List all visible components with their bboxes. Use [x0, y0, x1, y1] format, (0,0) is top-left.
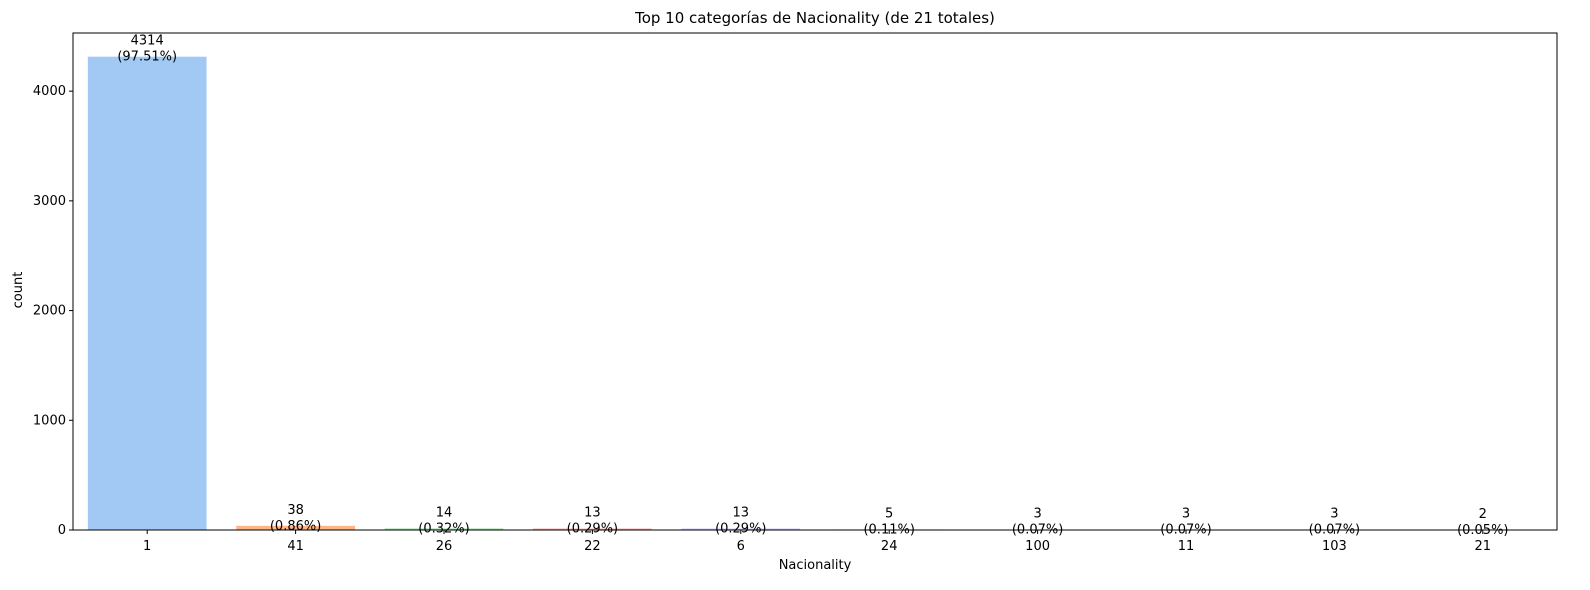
x-tick-label-24: 24	[881, 539, 898, 554]
x-tick-label-21: 21	[1475, 539, 1492, 554]
x-tick-label-103: 103	[1322, 539, 1347, 554]
data-label-value-21: 2	[1479, 507, 1487, 522]
data-label-percent-1: (97.51%)	[117, 50, 177, 65]
bars-group	[87, 56, 1543, 531]
data-label-value-41: 38	[287, 503, 304, 518]
chart-title: Top 10 categorías de Nacionality (de 21 …	[634, 9, 995, 27]
x-tick-label-41: 41	[287, 539, 304, 554]
data-label-percent-26: (0.32%)	[418, 521, 469, 536]
data-label-percent-6: (0.29%)	[715, 522, 766, 537]
plot-frame	[72, 32, 1558, 531]
bar-6	[681, 528, 801, 530]
data-label-value-24: 5	[885, 506, 893, 521]
bar-41	[236, 525, 355, 530]
x-tick-label-100: 100	[1025, 539, 1050, 554]
data-label-value-103: 3	[1330, 507, 1338, 522]
data-labels-group: 4314(97.51%)38(0.86%)14(0.32%)13(0.29%)1…	[117, 34, 1508, 538]
x-tick-label-1: 1	[143, 539, 151, 554]
x-tick-label-11: 11	[1178, 539, 1195, 554]
data-label-percent-22: (0.29%)	[567, 522, 618, 537]
y-tick-label-3000: 3000	[33, 194, 66, 209]
data-label-value-6: 13	[733, 506, 750, 521]
data-label-value-1: 4314	[131, 34, 164, 49]
y-tick-label-0: 0	[58, 523, 66, 538]
data-label-value-22: 13	[584, 506, 601, 521]
data-label-value-100: 3	[1033, 507, 1041, 522]
data-label-value-26: 14	[436, 505, 453, 520]
y-axis-label: count	[11, 272, 26, 309]
y-tick-label-2000: 2000	[33, 304, 66, 319]
y-tick-label-4000: 4000	[33, 84, 66, 99]
x-axis-label: Nacionality	[779, 558, 852, 573]
y-tick-label-1000: 1000	[33, 413, 66, 428]
data-label-value-11: 3	[1182, 507, 1190, 522]
x-tick-label-26: 26	[436, 539, 453, 554]
x-tick-label-6: 6	[737, 539, 745, 554]
y-axis: 0 1000 2000 3000 4000	[33, 84, 73, 538]
x-tick-label-22: 22	[584, 539, 601, 554]
bar-1	[87, 56, 207, 531]
bar-22	[533, 528, 652, 530]
bar-26	[384, 528, 504, 530]
x-axis: 1 41 26 22 6 24 100 11 103 21	[143, 530, 1491, 554]
